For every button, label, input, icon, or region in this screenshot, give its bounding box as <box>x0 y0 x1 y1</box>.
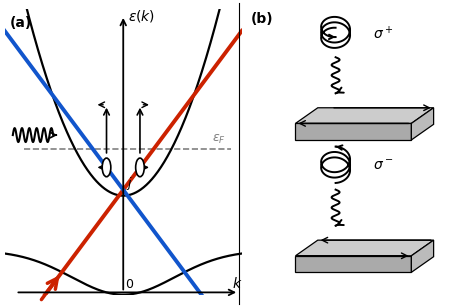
Polygon shape <box>411 108 434 140</box>
Text: $j$: $j$ <box>126 175 133 192</box>
Text: (a): (a) <box>10 16 32 30</box>
Text: $0$: $0$ <box>126 278 135 291</box>
Text: $\sigma^-$: $\sigma^-$ <box>374 158 394 173</box>
Polygon shape <box>295 123 411 140</box>
Text: $\varepsilon(k)$: $\varepsilon(k)$ <box>128 8 155 24</box>
Circle shape <box>136 158 144 177</box>
Circle shape <box>102 158 111 177</box>
Polygon shape <box>295 240 434 256</box>
Polygon shape <box>295 108 434 123</box>
Text: $\varepsilon_F$: $\varepsilon_F$ <box>212 133 226 146</box>
Text: (b): (b) <box>251 12 273 26</box>
Text: $k$: $k$ <box>232 276 243 291</box>
Polygon shape <box>411 240 434 272</box>
Text: $\sigma^+$: $\sigma^+$ <box>374 25 394 42</box>
Polygon shape <box>295 256 411 272</box>
